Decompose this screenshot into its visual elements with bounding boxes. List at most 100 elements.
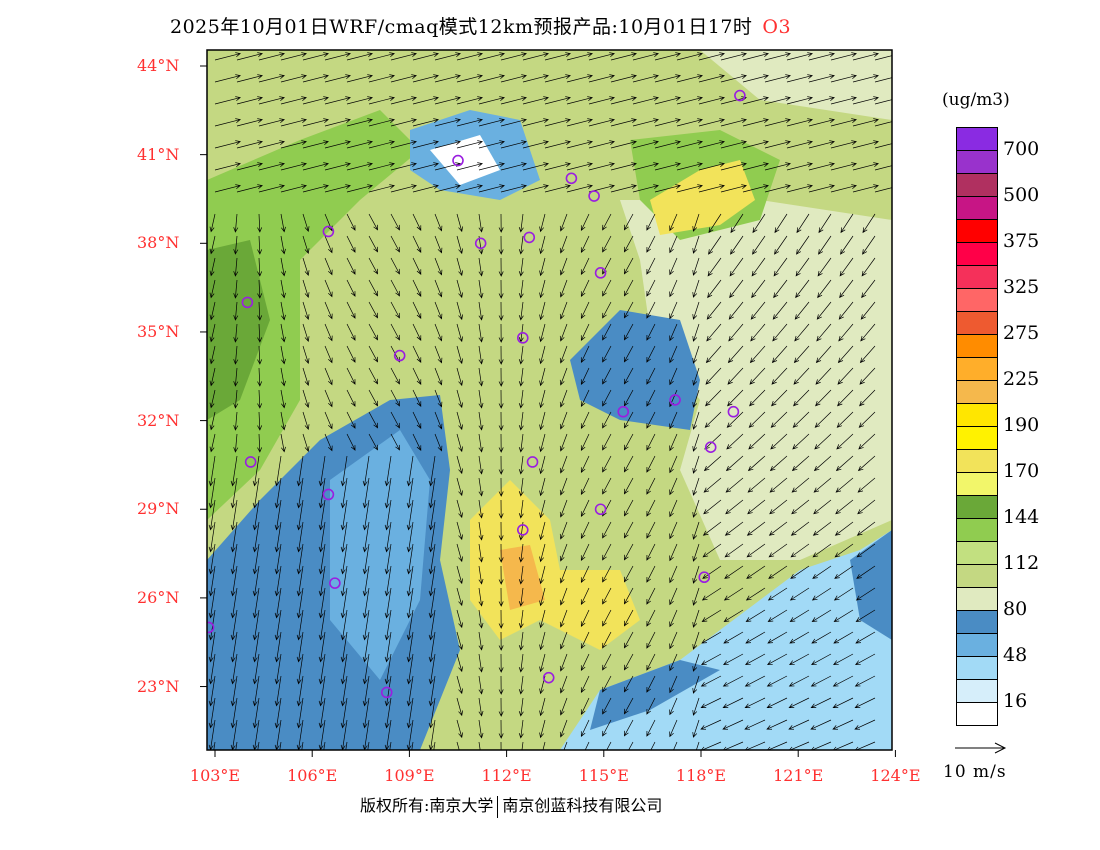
wind-arrow <box>854 675 876 687</box>
wind-arrow <box>280 52 307 61</box>
wind-arrow <box>861 257 876 277</box>
wind-arrow <box>766 675 788 687</box>
wind-arrow <box>810 719 832 730</box>
wind-arrow <box>835 455 854 472</box>
wind-arrow <box>746 543 766 558</box>
wind-arrow <box>669 213 678 232</box>
wind-arrow <box>362 587 370 619</box>
wind-arrow <box>646 631 656 649</box>
wind-arrow <box>318 521 326 553</box>
wind-arrow <box>208 675 216 707</box>
wind-arrow <box>539 697 546 717</box>
wind-arrow <box>811 631 832 644</box>
wind-arrow <box>346 213 356 231</box>
wind-arrow <box>539 653 546 673</box>
wind-arrow <box>518 499 524 519</box>
wind-arrow <box>434 74 461 83</box>
wind-arrow <box>478 323 484 343</box>
wind-arrow <box>837 389 854 407</box>
wind-arrow <box>456 411 464 431</box>
wind-arrow <box>745 609 766 622</box>
wind-arrow <box>700 675 722 687</box>
wind-arrow <box>817 279 832 299</box>
wind-arrow <box>632 184 659 193</box>
wind-arrow <box>230 477 238 509</box>
wind-arrow <box>539 521 546 541</box>
wind-arrow <box>456 565 464 585</box>
wind-arrow <box>669 323 678 342</box>
wind-arrow <box>346 279 356 297</box>
wind-arrow <box>833 587 854 601</box>
wind-arrow <box>478 213 484 233</box>
wind-arrow <box>646 543 656 561</box>
wind-arrow <box>318 565 326 597</box>
wind-arrow <box>774 213 788 234</box>
wind-arrow <box>815 367 832 385</box>
wind-arrow <box>412 118 439 127</box>
wind-arrow <box>208 631 216 663</box>
wind-arrow <box>580 213 590 232</box>
wind-arrow <box>813 499 832 515</box>
wind-arrow <box>832 675 854 687</box>
wind-arrow <box>456 162 483 171</box>
wind-arrow <box>478 697 484 717</box>
wind-arrow <box>214 96 241 105</box>
wind-arrow <box>623 499 634 517</box>
wind-arrow <box>764 162 791 171</box>
wind-arrow <box>852 184 879 193</box>
wind-arrow <box>703 499 722 515</box>
wind-arrow <box>764 96 791 105</box>
wind-arrow <box>230 653 238 685</box>
wind-arrow <box>518 477 524 497</box>
wind-arrow <box>646 587 656 605</box>
wind-arrow <box>830 74 857 83</box>
site-marker <box>727 405 740 418</box>
wind-arrow <box>837 367 854 385</box>
wind-arrow <box>456 697 464 717</box>
wind-arrow <box>368 279 378 297</box>
wind-arrow <box>498 367 504 387</box>
wind-arrow <box>749 389 766 407</box>
wind-arrow <box>340 477 348 509</box>
wind-arrow <box>746 565 766 579</box>
wind-arrow <box>406 697 414 729</box>
wind-arrow <box>324 367 333 386</box>
wind-arrow <box>236 118 263 127</box>
wind-arrow <box>751 279 766 299</box>
wind-arrow <box>258 184 285 193</box>
wind-arrow <box>433 741 436 750</box>
wind-arrow <box>692 279 700 298</box>
wind-arrow <box>518 565 524 585</box>
wind-arrow <box>788 675 810 687</box>
wind-arrow <box>252 609 260 641</box>
wind-arrow <box>669 455 678 474</box>
wind-arrow <box>346 162 373 171</box>
wind-arrow <box>702 521 722 536</box>
wind-arrow <box>646 257 656 275</box>
wind-arrow <box>412 184 439 193</box>
color-bar-swatch <box>957 312 997 335</box>
wind-arrow <box>302 389 310 408</box>
lon-label: 109°E <box>384 766 435 785</box>
wind-arrow <box>233 323 239 343</box>
wind-arrow <box>588 140 615 149</box>
wind-arrow <box>384 587 392 619</box>
wind-arrow <box>390 74 417 83</box>
wind-arrow <box>368 184 395 193</box>
wind-arrow <box>230 521 238 553</box>
wind-arrow <box>428 499 436 531</box>
wind-arrow <box>559 257 568 276</box>
wind-arrow <box>233 257 239 277</box>
wind-arrow <box>610 52 637 61</box>
wind-arrow <box>324 301 333 320</box>
wind-arrow <box>346 184 373 193</box>
wind-arrow <box>518 235 524 255</box>
wind-arrow <box>518 213 524 233</box>
wind-arrow <box>563 741 568 750</box>
wind-arrow <box>747 455 766 472</box>
site-marker <box>565 172 578 185</box>
wind-arrow <box>324 257 333 276</box>
wind-arrow <box>874 99 892 105</box>
wind-arrow <box>602 411 612 429</box>
wind-scale-arrow-icon <box>955 742 1007 754</box>
